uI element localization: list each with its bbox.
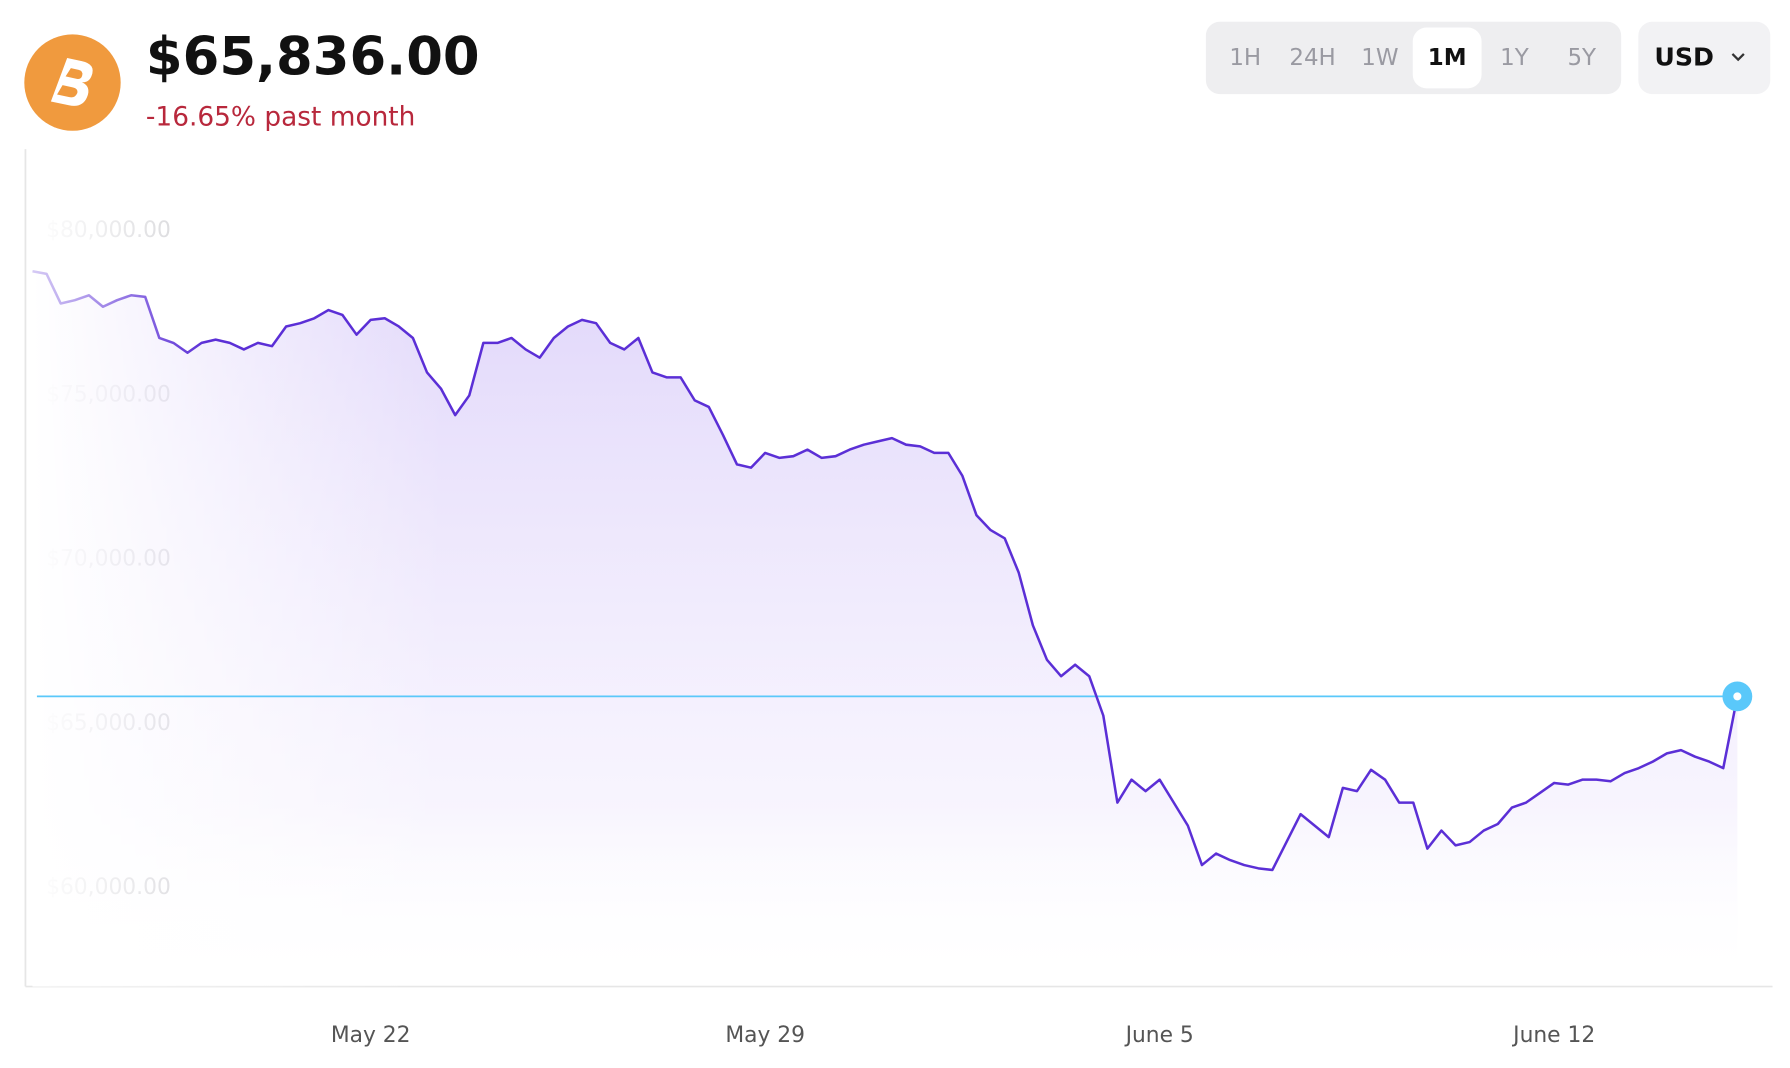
coin-icon — [24, 34, 121, 131]
currency-box[interactable] — [1638, 21, 1771, 95]
chevron — [1731, 53, 1745, 62]
area-fill — [32, 271, 1738, 987]
price: $65,836.00 — [146, 26, 480, 87]
x-tick-label: May 22 — [331, 1023, 411, 1048]
area-fade — [32, 149, 446, 987]
price-change: -16.65% past month — [146, 103, 415, 133]
range-button[interactable]: 1W — [1361, 45, 1398, 71]
x-tick-label: May 29 — [725, 1023, 805, 1048]
currency-label[interactable]: USD — [1654, 43, 1714, 72]
x-tick-label: June 12 — [1511, 1023, 1595, 1048]
x-tick-label: June 5 — [1124, 1023, 1194, 1048]
current-point-center — [1733, 692, 1742, 701]
range-button[interactable]: 24H — [1289, 45, 1335, 71]
range-button[interactable]: 5Y — [1567, 45, 1597, 71]
price-line — [32, 270, 1739, 872]
range-button-selected[interactable] — [1412, 27, 1482, 89]
range-button[interactable]: 1Y — [1500, 45, 1530, 71]
range-button[interactable]: 1H — [1229, 45, 1261, 71]
range-button[interactable]: 1M — [1428, 45, 1467, 71]
currency-select[interactable]: USD — [1638, 21, 1771, 95]
